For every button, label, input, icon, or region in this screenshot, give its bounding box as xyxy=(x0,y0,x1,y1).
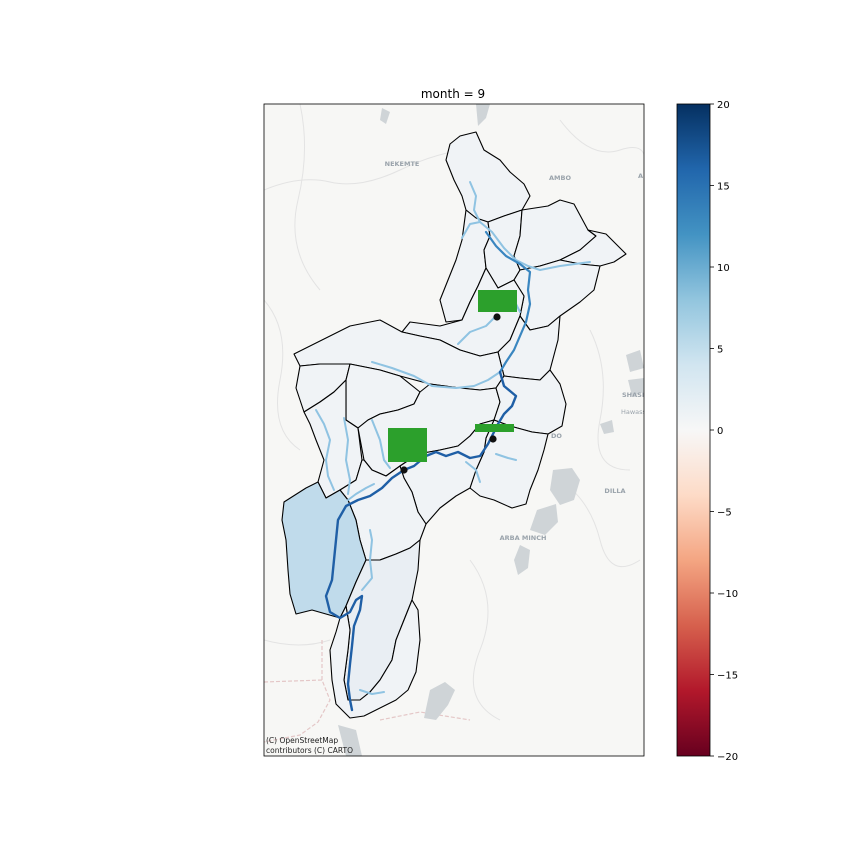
map-frame xyxy=(263,103,645,757)
gauge-bar-east[interactable] xyxy=(475,424,514,432)
gauge-point-north[interactable] xyxy=(493,313,501,321)
country-border xyxy=(264,640,471,743)
colorbar-tick-label: 20 xyxy=(717,100,730,111)
colorbar-tick-label: −5 xyxy=(717,508,732,519)
subbasin-east-gauge[interactable] xyxy=(493,369,567,435)
attribution-line-1: (C) OpenStreetMap xyxy=(266,736,338,745)
label-edge-a: A xyxy=(638,172,643,180)
rivers-medium xyxy=(484,230,532,374)
attribution: (C) OpenStreetMap contributors (C) CARTO xyxy=(266,736,353,755)
rivers xyxy=(315,181,591,712)
gauge-bar-north[interactable] xyxy=(478,290,517,312)
attribution-line-2: contributors (C) CARTO xyxy=(266,746,353,755)
colorbar-tick-label: −20 xyxy=(717,752,738,763)
colorbar-tick-label: −10 xyxy=(717,589,738,600)
label-shashemene: SHASI xyxy=(622,391,644,399)
colorbar-tick-label: 5 xyxy=(717,345,723,356)
colorbar-gradient xyxy=(676,103,711,757)
label-ambo: AMBO xyxy=(549,174,571,182)
label-nekemte: NEKEMTE xyxy=(385,160,420,168)
label-dilla: DILLA xyxy=(604,487,625,495)
colorbar-tick-label: −15 xyxy=(717,671,738,682)
colorbar: 20 15 10 5 0 −5 −10 −15 −20 xyxy=(676,100,738,763)
map-title: month = 9 xyxy=(421,87,485,101)
basemap-roads xyxy=(264,104,644,721)
gauges xyxy=(388,290,517,474)
gauge-point-central[interactable] xyxy=(400,466,408,474)
label-sodo: DO xyxy=(551,432,562,440)
basemap-labels: NEKEMTE AMBO SHASI Hawass DILLA ARBA MIN… xyxy=(385,160,647,542)
colorbar-tick-label: 0 xyxy=(717,426,723,437)
label-arba-minch: ARBA MINCH xyxy=(500,534,547,542)
map-panel[interactable]: NEKEMTE AMBO SHASI Hawass DILLA ARBA MIN… xyxy=(264,104,647,756)
colorbar-tick-label: 15 xyxy=(717,182,730,193)
gauge-bar-central[interactable] xyxy=(388,428,427,462)
colorbar-ticks: 20 15 10 5 0 −5 −10 −15 −20 xyxy=(710,100,738,763)
rivers-major xyxy=(324,370,518,712)
gauge-point-east[interactable] xyxy=(489,435,497,443)
rivers-minor xyxy=(315,181,591,695)
subbasin-south-central[interactable] xyxy=(399,419,495,525)
colorbar-tick-label: 10 xyxy=(717,263,730,274)
label-hawassa: Hawass xyxy=(621,408,647,416)
basemap-lakes xyxy=(338,104,644,756)
